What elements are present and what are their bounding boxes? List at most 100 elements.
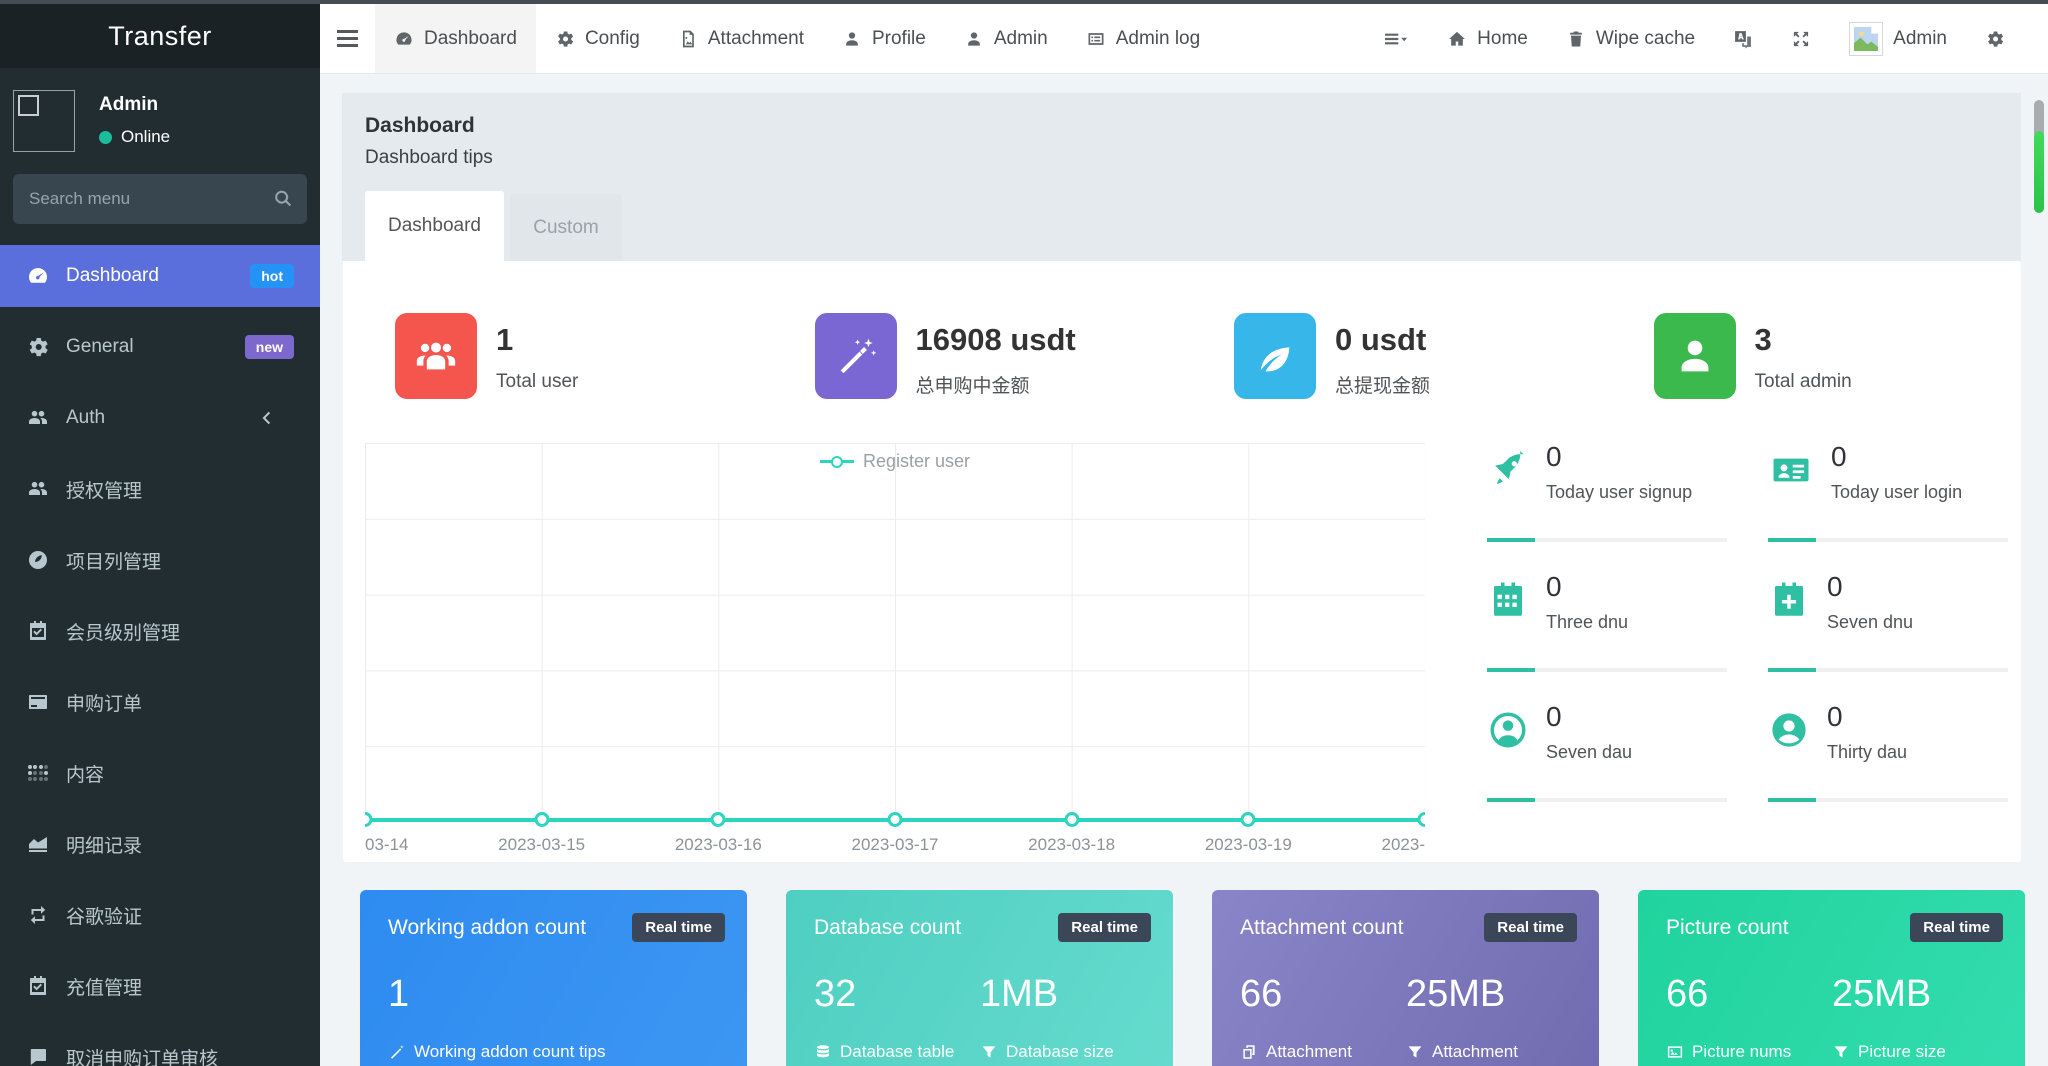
- comment-icon: [30, 1049, 46, 1065]
- tab-custom[interactable]: Custom: [510, 194, 622, 261]
- sidebar-item-member-level[interactable]: 会员级别管理: [0, 600, 320, 662]
- realtime-badge: Real time: [1484, 913, 1577, 942]
- search-icon: [275, 190, 292, 207]
- mini-stat-progress: [1768, 538, 2008, 542]
- circle-leaf-icon: [28, 551, 47, 569]
- sidebar-menu: Dashboard hot General new Auth 授权管理 项目列管…: [0, 245, 320, 1066]
- nav-fullscreen[interactable]: [1772, 4, 1830, 73]
- online-dot-icon: [99, 130, 112, 144]
- user-status: Online: [99, 127, 170, 147]
- sidebar-item-dashboard[interactable]: Dashboard hot: [0, 245, 320, 307]
- search-menu-input[interactable]: [13, 174, 307, 224]
- mini-stat-value: 0: [1546, 441, 1562, 472]
- stat-total-user: 1 Total user: [343, 313, 763, 399]
- nav-home[interactable]: Home: [1428, 4, 1547, 73]
- sidebar-item-label: 充值管理: [66, 977, 143, 999]
- sidebar-item-content[interactable]: 内容: [0, 742, 320, 804]
- nav-user-label: Admin: [1893, 27, 1947, 49]
- card-footer-2: Picture size: [1832, 1042, 1998, 1062]
- credit-card-icon: [29, 695, 47, 709]
- nav-wipe-cache[interactable]: Wipe cache: [1547, 4, 1714, 73]
- card-title: Database count: [814, 916, 962, 939]
- nav-language[interactable]: [1714, 4, 1772, 73]
- trash-icon: [1570, 31, 1582, 46]
- stat-label: Total admin: [1754, 371, 1852, 392]
- stat-label: 总申购中金额: [915, 376, 1030, 397]
- navtab-label: Profile: [871, 27, 926, 49]
- mini-stat-label: Seven dnu: [1827, 612, 1914, 632]
- navtab-admin-log[interactable]: Admin log: [1067, 4, 1220, 73]
- navtab-dashboard[interactable]: Dashboard: [375, 4, 536, 73]
- chart-point: [710, 812, 726, 827]
- mini-stat-today-signup: 0 Today user signup: [1487, 441, 1727, 551]
- navtab-attachment[interactable]: Attachment: [659, 4, 823, 73]
- mini-stat-seven-dau: 0 Seven dau: [1487, 701, 1727, 811]
- card-value: 32: [814, 973, 857, 1015]
- nav-user-menu[interactable]: Admin: [1830, 4, 1966, 73]
- chart-point: [1240, 812, 1256, 827]
- gears-icon: [29, 338, 48, 357]
- sidebar-item-subscribe-orders[interactable]: 申购订单: [0, 671, 320, 733]
- mini-stat-progress: [1487, 798, 1727, 802]
- magic-wand-icon: [391, 1045, 404, 1059]
- gears-icon: [1988, 31, 2004, 47]
- file-image-icon: [682, 30, 694, 47]
- card-working-addon-count[interactable]: Working addon count Real time 1 Working …: [360, 890, 747, 1066]
- card-value-2: 25MB: [1832, 973, 1932, 1015]
- sidebar-item-authorize-manage[interactable]: 授权管理: [0, 458, 320, 520]
- brand-title: Transfer: [0, 0, 320, 68]
- card-picture-count[interactable]: Picture count Real time 66 25MB Picture …: [1638, 890, 2025, 1066]
- card-value-2: 1MB: [980, 973, 1059, 1015]
- sidebar-toggle-button[interactable]: [320, 4, 375, 73]
- x-tick-label: 2023-03-19: [1204, 835, 1292, 854]
- mini-stat-label: Today user signup: [1546, 482, 1693, 502]
- navbar-right: Home Wipe cache Admin: [1362, 4, 2024, 73]
- scrollbar-indicator[interactable]: [2034, 131, 2044, 213]
- sidebar-item-project-list[interactable]: 项目列管理: [0, 529, 320, 591]
- card-database-count[interactable]: Database count Real time 32 1MB Database…: [786, 890, 1173, 1066]
- sidebar-item-recharge-manage[interactable]: 充值管理: [0, 955, 320, 1017]
- scrollbar-thumb[interactable]: [2034, 100, 2044, 138]
- chart-plot: [365, 443, 1425, 822]
- rocket-icon: [1487, 449, 1529, 491]
- broken-image-icon: [1854, 26, 1879, 51]
- users-icon: [395, 313, 477, 399]
- nav-settings[interactable]: [1966, 4, 2024, 73]
- window-top-strip: [0, 0, 2048, 4]
- avatar: [13, 90, 75, 152]
- list-alt-icon: [1088, 32, 1104, 45]
- stat-value: 3: [1754, 322, 1772, 357]
- nav-menu-dropdown[interactable]: [1362, 4, 1428, 73]
- navtab-admin[interactable]: Admin: [945, 4, 1067, 73]
- mini-stat-label: Thirty dau: [1827, 742, 1908, 762]
- chevron-left-icon: [262, 411, 271, 425]
- realtime-badge: Real time: [632, 913, 725, 942]
- navtab-label: Attachment: [707, 27, 804, 49]
- card-footer-2: Attachment: [1406, 1042, 1572, 1062]
- calendar-check-icon: [30, 621, 46, 640]
- sidebar-item-label: 谷歌验证: [66, 906, 143, 928]
- mini-stat-label: Three dnu: [1546, 612, 1629, 632]
- gear-icon: [558, 31, 574, 47]
- stat-total-admin: 3 Total admin: [1602, 313, 2022, 399]
- stat-total-subscribe: 16908 usdt 总申购中金额: [763, 313, 1183, 399]
- card-attachment-count[interactable]: Attachment count Real time 66 25MB Attac…: [1212, 890, 1599, 1066]
- retweet-icon: [30, 906, 46, 924]
- realtime-badge: Real time: [1910, 913, 2003, 942]
- dashboard-gauge-icon: [28, 267, 48, 283]
- content-tabs: Dashboard Custom: [365, 191, 622, 261]
- sidebar-item-detail-records[interactable]: 明细记录: [0, 813, 320, 875]
- chart-legend[interactable]: Register user: [819, 451, 970, 472]
- mini-stat-seven-dnu: 0 Seven dnu: [1768, 571, 2008, 681]
- sidebar-item-general[interactable]: General new: [0, 316, 320, 378]
- sidebar-item-cancel-order-review[interactable]: 取消申购订单审核: [0, 1026, 320, 1066]
- card-footer: Attachment: [1240, 1042, 1406, 1062]
- sidebar-item-google-auth[interactable]: 谷歌验证: [0, 884, 320, 946]
- sidebar-item-auth[interactable]: Auth: [0, 387, 320, 449]
- sidebar-item-label: Auth: [66, 407, 106, 428]
- tab-dashboard[interactable]: Dashboard: [365, 191, 504, 261]
- navtab-profile[interactable]: Profile: [823, 4, 945, 73]
- new-badge: new: [244, 335, 294, 359]
- mini-stat-value: 0: [1827, 571, 1843, 602]
- navtab-config[interactable]: Config: [536, 4, 659, 73]
